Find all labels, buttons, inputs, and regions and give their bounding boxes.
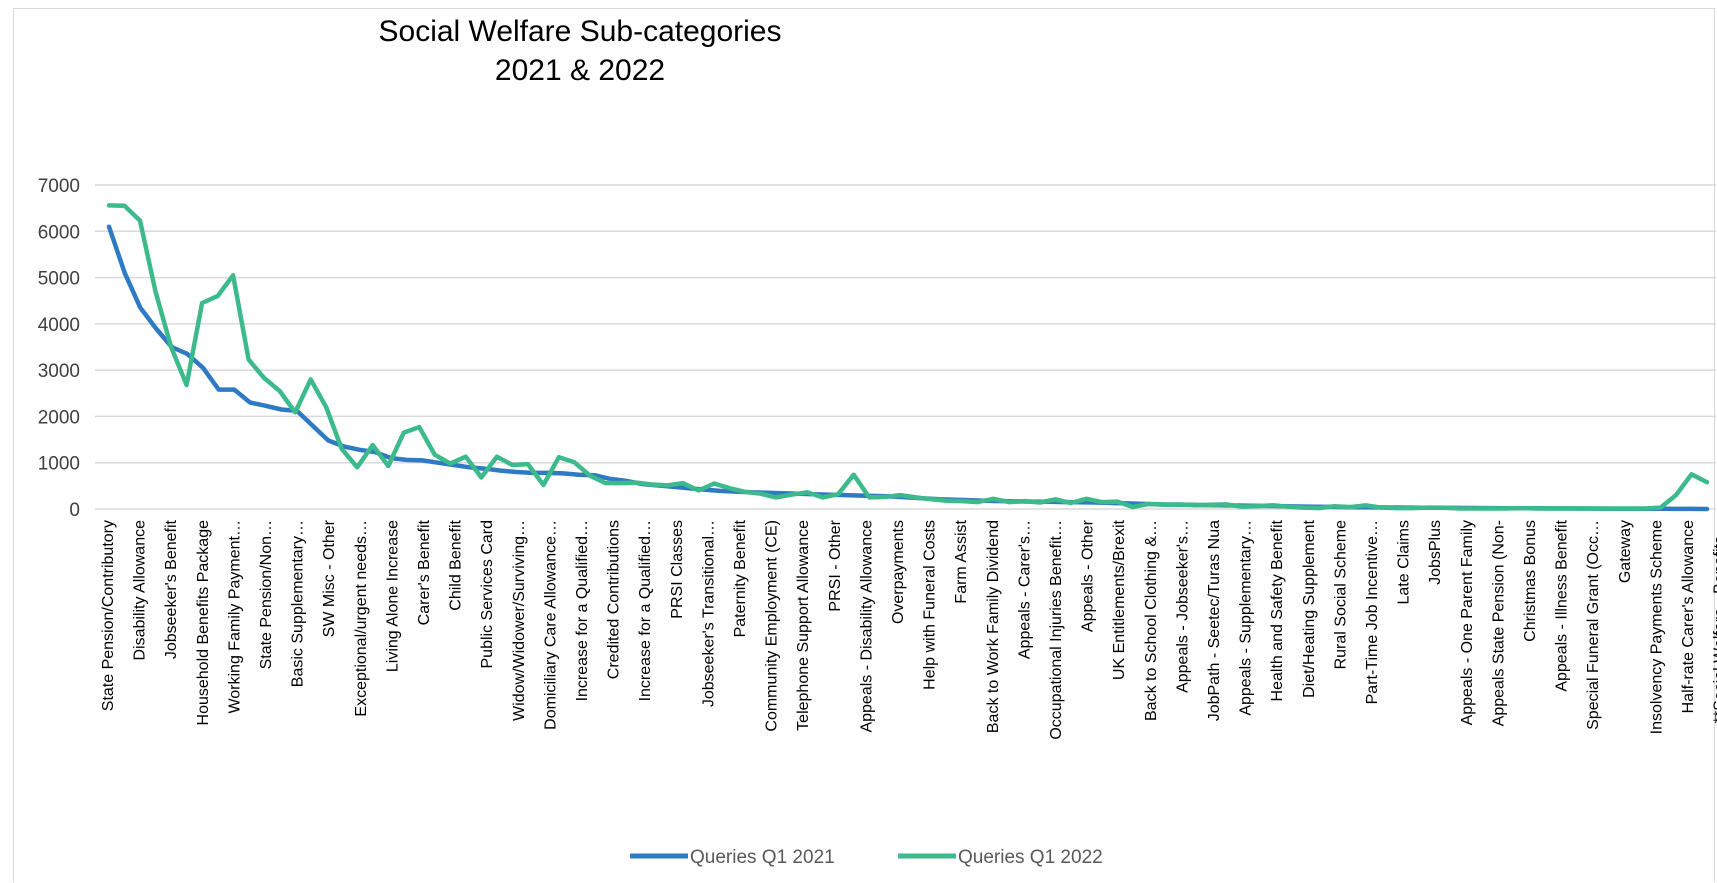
x-tick-label: Late Claims bbox=[1396, 520, 1413, 604]
x-tick-label: Appeals State Pension (Non- bbox=[1490, 520, 1507, 726]
series-lines bbox=[106, 203, 1710, 512]
x-tick-label: Appeals - Carer's… bbox=[1016, 520, 1033, 659]
x-tick-label: Working Family Payment… bbox=[226, 520, 243, 714]
x-tick-label: Living Alone Increase bbox=[384, 520, 401, 672]
x-tick-label: Widow/Widower/Surviving… bbox=[511, 520, 528, 721]
y-tick-label: 6000 bbox=[38, 222, 80, 243]
x-tick-label: Increase for a Qualified… bbox=[637, 520, 654, 701]
x-tick-label: Credited Contributions bbox=[606, 520, 623, 679]
x-tick-label: Appeals - Other bbox=[1080, 519, 1097, 632]
x-tick-label: Christmas Bonus bbox=[1522, 520, 1539, 642]
x-tick-label: Appeals - Jobseeker's… bbox=[1174, 520, 1191, 693]
x-tick-label: Overpayments bbox=[890, 520, 907, 624]
x-tick-label: Telephone Support Allowance bbox=[795, 520, 812, 731]
x-tick-label: SW Misc - Other bbox=[321, 519, 338, 637]
x-tick-label: JobPath - Seetec/Turas Nua bbox=[1206, 520, 1223, 721]
y-tick-label: 2000 bbox=[38, 407, 80, 428]
y-tick-label: 0 bbox=[69, 500, 80, 521]
x-tick-label: JobsPlus bbox=[1427, 520, 1444, 585]
x-tick-label: Appeals - Supplementary… bbox=[1238, 520, 1255, 716]
y-axis: 0 1000 2000 3000 4000 5000 6000 7000 bbox=[38, 176, 80, 521]
x-tick-label: Appeals - Illness Benefit bbox=[1554, 519, 1571, 691]
x-tick-label: Half-rate Carer's Allowance bbox=[1680, 520, 1697, 713]
series-line-2022 bbox=[106, 203, 1710, 511]
x-tick-label: Domiciliary Care Allowance… bbox=[542, 520, 559, 730]
y-tick-label: 7000 bbox=[38, 176, 80, 197]
x-tick-label: State Pension/Contributory bbox=[100, 520, 117, 711]
x-tick-label: Jobseeker's Transitional… bbox=[700, 520, 717, 707]
x-tick-label: Diet/Heating Supplement bbox=[1301, 519, 1318, 697]
x-tick-label: Exceptional/urgent needs… bbox=[353, 520, 370, 717]
chart-title-line-1: Social Welfare Sub-categories bbox=[379, 15, 782, 48]
x-tick-label: Insolvency Payments Scheme bbox=[1648, 520, 1665, 734]
x-axis-labels: State Pension/Contributory Disability All… bbox=[100, 519, 1717, 739]
legend-label-2022: Queries Q1 2022 bbox=[958, 847, 1103, 868]
y-tick-label: 1000 bbox=[38, 454, 80, 475]
x-tick-label: Help with Funeral Costs bbox=[922, 520, 939, 690]
x-tick-label: Farm Assist bbox=[953, 519, 970, 603]
x-tick-label: Household Benefits Package bbox=[195, 520, 212, 726]
legend: Queries Q1 2021 Queries Q1 2022 bbox=[630, 847, 1103, 868]
y-tick-label: 3000 bbox=[38, 361, 80, 382]
x-tick-label: **Social Welfare - Benefits… bbox=[1712, 520, 1717, 723]
gridlines bbox=[95, 184, 1716, 510]
x-tick-label: Gateway bbox=[1617, 520, 1634, 583]
series-line-2021 bbox=[106, 224, 1710, 512]
x-tick-label: Health and Safety Benefit bbox=[1269, 519, 1286, 701]
x-tick-label: Occupational Injuries Benefit… bbox=[1048, 520, 1065, 740]
x-tick-label: Public Services Card bbox=[479, 520, 496, 669]
chart-title-line-2: 2021 & 2022 bbox=[495, 54, 665, 87]
x-tick-label: Special Funeral Grant (Occ… bbox=[1585, 520, 1602, 730]
x-tick-label: Back to School Clothing &… bbox=[1143, 520, 1160, 721]
x-tick-label: Community Employment (CE) bbox=[764, 520, 781, 732]
x-tick-label: Appeals - One Parent Family bbox=[1459, 520, 1476, 725]
y-tick-label: 5000 bbox=[38, 269, 80, 290]
x-tick-label: Disability Allowance bbox=[132, 520, 149, 661]
x-tick-label: Paternity Benefit bbox=[732, 519, 749, 637]
x-tick-label: Rural Social Scheme bbox=[1332, 520, 1349, 670]
chart-title: Social Welfare Sub-categories 2021 & 202… bbox=[379, 15, 782, 87]
x-tick-label: Basic Supplementary… bbox=[290, 520, 307, 687]
y-tick-label: 4000 bbox=[38, 315, 80, 336]
x-tick-label: State Pension/Non… bbox=[258, 520, 275, 669]
x-tick-label: Back to Work Family Dividend bbox=[985, 520, 1002, 733]
x-tick-label: Increase for a Qualified… bbox=[574, 520, 591, 701]
x-tick-label: PRSI Classes bbox=[669, 520, 686, 619]
chart-frame bbox=[13, 8, 1715, 882]
x-tick-label: Jobseeker's Benefit bbox=[163, 519, 180, 659]
x-tick-label: Appeals - Disability Allowance bbox=[858, 520, 875, 733]
x-tick-label: Child Benefit bbox=[448, 519, 465, 610]
x-tick-label: Carer's Benefit bbox=[416, 519, 433, 625]
x-tick-label: PRSI - Other bbox=[827, 519, 844, 611]
x-tick-label: UK Entitlements/Brexit bbox=[1111, 519, 1128, 680]
x-tick-label: Part-Time Job Incentive… bbox=[1364, 520, 1381, 704]
legend-label-2021: Queries Q1 2021 bbox=[690, 847, 835, 868]
